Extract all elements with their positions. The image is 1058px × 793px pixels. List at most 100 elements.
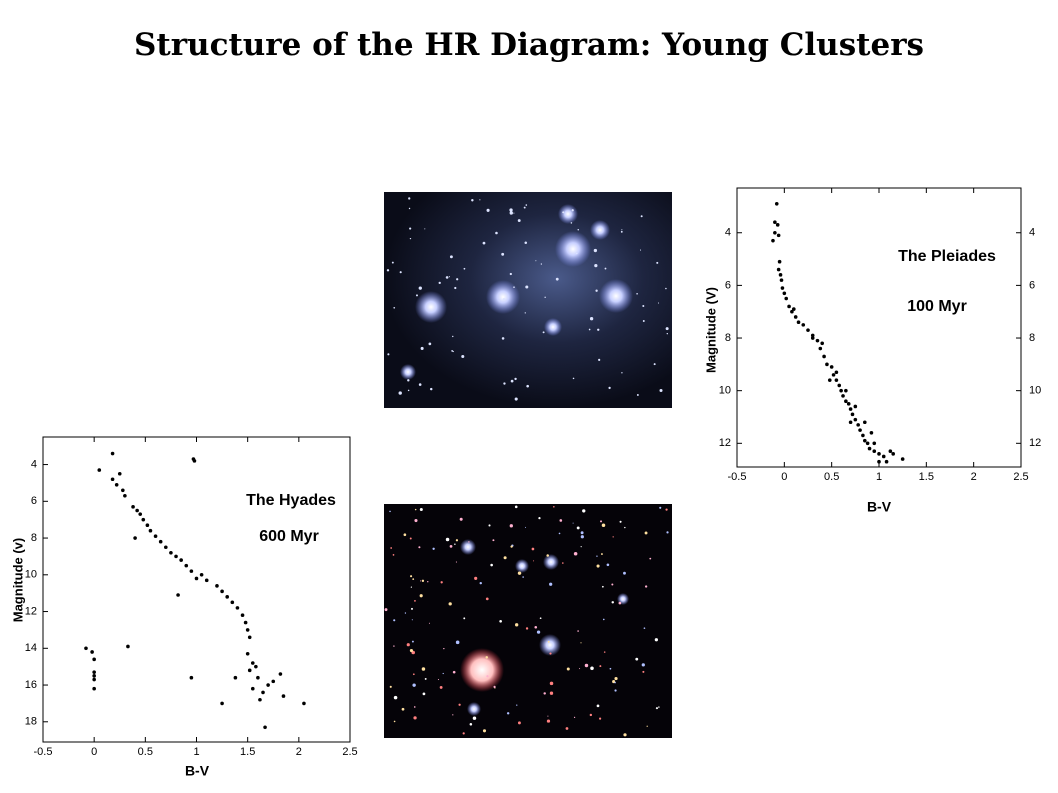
star [461,355,465,359]
data-point [820,341,824,346]
star [553,505,555,508]
y-tick-label: 18 [25,716,37,728]
star [420,346,424,350]
data-point [793,315,798,319]
data-point [818,346,823,351]
star [515,623,519,627]
star [393,720,396,723]
data-point [110,451,115,456]
star [387,353,390,356]
y-tick-label: 12 [25,605,37,617]
data-point [867,446,872,451]
star [409,227,412,230]
star [468,541,470,543]
star [418,546,421,549]
star [407,389,410,392]
star [463,267,466,270]
star [410,575,413,578]
y2-tick-label: 12 [1029,437,1041,449]
star [409,237,412,240]
data-point [250,686,255,691]
data-point [796,320,801,325]
star [393,619,396,622]
star [509,208,513,212]
data-point [784,296,789,301]
x-tick-label: 2.5 [342,746,357,758]
y2-tick-label: 6 [1029,279,1035,291]
star [665,287,667,290]
data-point [261,690,265,695]
data-point [233,675,238,680]
star [413,706,416,708]
star [594,263,598,268]
star [614,689,617,692]
x-tick-label: 0 [781,471,787,483]
star [665,327,669,331]
x-tick-label: 2 [971,471,977,483]
star [451,349,453,352]
star [401,707,405,711]
data-point [844,399,848,403]
star [555,277,559,281]
star [621,372,623,374]
star [516,704,518,706]
data-point [110,477,115,482]
data-point [169,550,173,555]
star [584,663,589,668]
star [547,715,549,717]
star [542,331,545,334]
star [399,271,402,274]
star [576,252,578,255]
star [410,607,413,610]
data-point [850,412,855,417]
star [424,677,427,680]
star [398,391,402,395]
data-point [92,686,96,691]
plot-frame [736,187,1022,468]
star [448,602,452,606]
y-tick-label: 8 [725,332,731,344]
data-point [865,441,870,446]
star [611,601,614,604]
data-point [164,545,168,550]
data-point [861,433,865,438]
star [393,645,395,647]
star [513,212,515,214]
star [623,733,627,737]
star [419,507,423,512]
data-point [145,523,150,527]
star [386,269,390,272]
annotation: The Pleiades [898,248,996,265]
data-point [829,365,834,369]
star [408,207,411,210]
data-point [194,576,199,581]
x-tick-label: 1.5 [240,746,255,758]
star [612,536,614,538]
star [600,520,603,523]
star [414,518,418,523]
star [488,524,491,527]
star [525,627,529,630]
data-point [872,449,877,454]
x-tick-label: 2.5 [1013,471,1028,483]
data-point [235,606,240,610]
data-point [776,267,781,272]
slide-title: Structure of the HR Diagram: Young Clust… [134,27,924,63]
data-point [256,675,260,680]
data-point [869,430,874,435]
data-point [774,201,779,206]
star [620,230,623,233]
star [665,508,668,511]
star [566,667,570,671]
data-point [184,563,189,568]
data-point [153,534,158,539]
star [658,706,660,708]
data-point [782,291,787,296]
data-point [801,323,806,327]
star [393,306,396,309]
star [549,691,554,695]
star [571,209,574,212]
star [580,535,584,539]
data-point [254,664,258,669]
